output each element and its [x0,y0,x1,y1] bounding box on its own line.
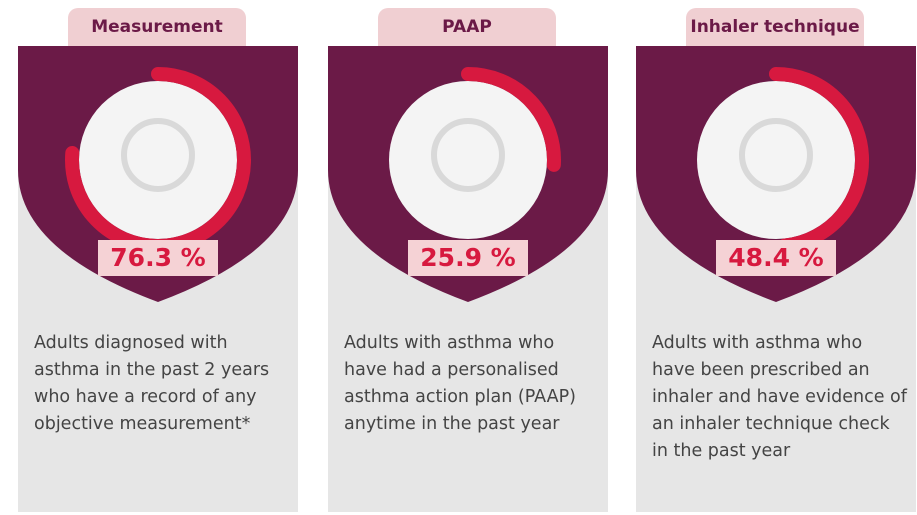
value-label: 25.9 % [408,240,528,276]
gauge-face [389,81,547,239]
description: Adults with asthma who have had a person… [344,330,602,438]
card-title: PAAP [378,8,556,46]
value-label: 76.3 % [98,240,218,276]
card: Measurement 76.3 % Adults diagnosed with a… [18,0,298,515]
description: Adults diagnosed with asthma in the past… [34,330,292,438]
card: PAAP 25.9 % Adults with asthma who have ha… [328,0,608,515]
card: Inhaler technique 48.4 % Adults with asthm… [636,0,916,515]
card-title: Inhaler technique [686,8,864,46]
gauge-face [697,81,855,239]
gauge-face [79,81,237,239]
description: Adults with asthma who have been prescri… [652,330,910,465]
value-label: 48.4 % [716,240,836,276]
card-title: Measurement [68,8,246,46]
page: Measurement 76.3 % Adults diagnosed with a… [0,0,917,515]
